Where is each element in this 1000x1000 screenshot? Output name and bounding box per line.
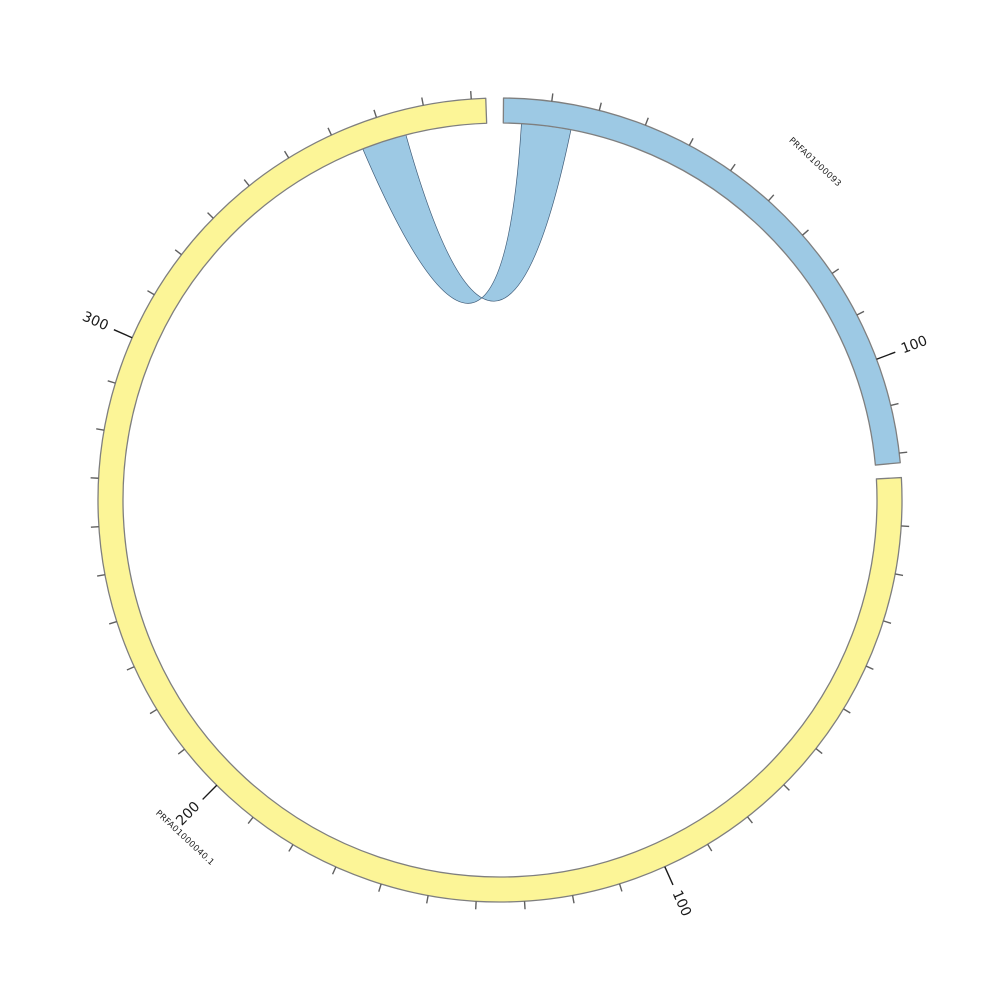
segment-PRFA01000093: 100 PRFA01000093 [502,93,930,466]
major-tick [876,351,896,360]
minor-tick [331,866,337,875]
minor-tick [688,138,694,146]
contig-name-label: PRFA01000093 [787,136,843,190]
minor-tick [767,194,775,202]
minor-tick [90,525,99,528]
minor-tick [149,708,158,715]
minor-tick [551,93,554,102]
minor-tick [865,665,874,671]
minor-tick [783,784,790,791]
alignment-ribbon [362,123,572,304]
minor-tick [97,573,106,577]
minor-tick [746,816,753,824]
minor-tick [177,748,185,755]
minor-tick [327,127,333,136]
major-tick [202,784,218,800]
minor-tick [147,290,155,296]
minor-tick [247,816,254,824]
minor-tick [644,117,649,126]
minor-tick [815,748,823,755]
minor-tick [469,91,472,100]
minor-tick [126,666,135,671]
minor-tick [843,708,851,714]
major-tick [664,866,674,886]
minor-tick [883,620,892,624]
minor-tick [831,268,840,275]
minor-tick [895,573,904,577]
minor-tick [856,310,865,316]
minor-tick [890,402,899,407]
major-tick [113,329,133,339]
minor-tick [243,179,250,187]
minor-tick [618,883,623,892]
minor-tick [421,97,424,106]
tick-label: 100 [669,888,695,919]
minor-tick [901,525,910,528]
minor-tick [288,844,294,852]
minor-tick [373,109,378,118]
minor-tick [96,428,105,431]
minor-tick [174,249,182,256]
minor-tick [802,229,809,236]
minor-tick [107,380,116,384]
tick-label: 100 [899,333,930,357]
minor-tick [707,843,713,852]
minor-tick [378,883,382,892]
minor-tick [426,895,429,904]
minor-tick [108,620,118,625]
minor-tick [207,212,214,219]
minor-tick [899,451,908,454]
contig-arc [502,97,901,466]
minor-tick [571,895,575,904]
minor-tick [730,163,736,172]
contig-arc [97,97,903,903]
tick-label: 300 [80,309,111,334]
minor-tick [598,102,602,111]
minor-tick [283,150,290,159]
